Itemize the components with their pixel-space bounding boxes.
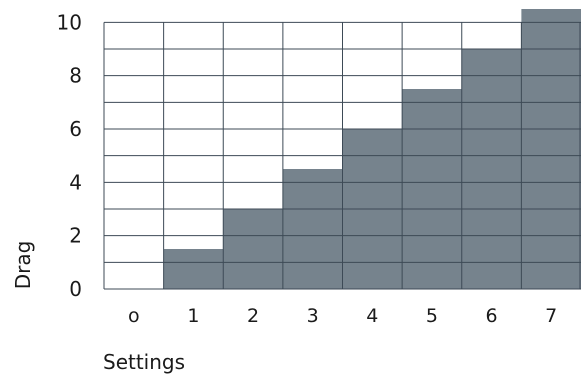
x-tick-label: 1 — [187, 305, 199, 327]
y-axis-label: Drag — [11, 241, 35, 290]
x-axis-label: Settings — [103, 350, 185, 374]
bar — [521, 9, 581, 289]
y-tick-label: 2 — [69, 224, 82, 248]
bar — [163, 249, 224, 289]
bars-layer — [163, 9, 581, 289]
bar — [223, 209, 283, 289]
bar — [402, 89, 462, 289]
x-tick-label: 3 — [307, 305, 319, 327]
bar — [282, 169, 343, 289]
y-tick-label: 10 — [57, 10, 82, 34]
x-tick-label: 2 — [247, 305, 259, 327]
x-tick-labels: o 1 2 3 4 5 6 7 — [128, 305, 557, 327]
x-tick-label: 5 — [426, 305, 438, 327]
y-tick-label: 4 — [69, 170, 82, 194]
y-tick-labels: 0 2 4 6 8 10 — [57, 10, 82, 301]
y-tick-label: 0 — [69, 277, 82, 301]
y-tick-label: 8 — [69, 64, 82, 88]
x-tick-label: 7 — [545, 305, 557, 327]
y-tick-label: 6 — [69, 117, 82, 141]
x-tick-label: 6 — [486, 305, 498, 327]
x-tick-label: o — [128, 305, 140, 327]
x-tick-label: 4 — [366, 305, 378, 327]
bar — [461, 49, 522, 289]
grid-layer — [103, 21, 581, 290]
